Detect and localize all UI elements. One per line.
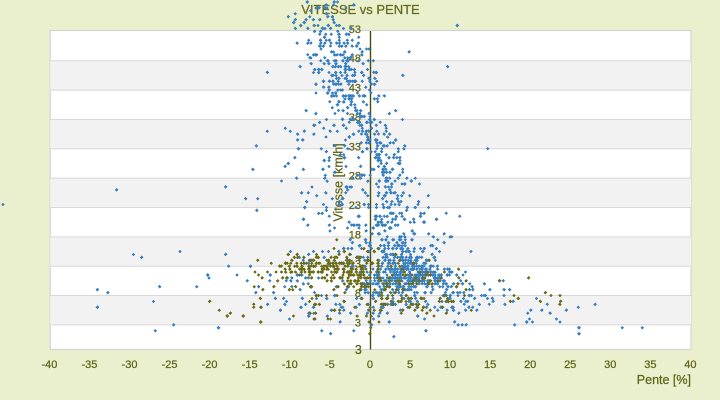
svg-text:18: 18 [349,229,361,241]
svg-text:33: 33 [349,141,361,153]
svg-text:-10: -10 [282,359,298,371]
svg-text:5: 5 [407,359,413,371]
svg-text:53: 53 [349,24,361,36]
svg-text:20: 20 [524,359,536,371]
svg-text:35: 35 [644,359,656,371]
svg-text:-15: -15 [242,359,258,371]
svg-text:8: 8 [355,288,361,300]
svg-text:VITESSE vs PENTE: VITESSE vs PENTE [301,2,420,17]
svg-text:-40: -40 [41,359,57,371]
svg-text:30: 30 [604,359,616,371]
svg-text:25: 25 [564,359,576,371]
svg-text:-30: -30 [122,359,138,371]
svg-text:3: 3 [355,317,361,329]
svg-text:40: 40 [684,359,696,371]
svg-text:15: 15 [484,359,496,371]
svg-text:-5: -5 [325,359,335,371]
svg-text:-25: -25 [162,359,178,371]
svg-text:3: 3 [355,343,362,357]
svg-text:10: 10 [444,359,456,371]
svg-text:28: 28 [349,171,361,183]
svg-text:23: 23 [349,200,361,212]
svg-text:Pente [%]: Pente [%] [637,373,691,387]
svg-text:-20: -20 [202,359,218,371]
svg-text:-35: -35 [81,359,97,371]
svg-text:Vitesse [km/h]: Vitesse [km/h] [332,143,346,221]
svg-text:0: 0 [367,359,373,371]
